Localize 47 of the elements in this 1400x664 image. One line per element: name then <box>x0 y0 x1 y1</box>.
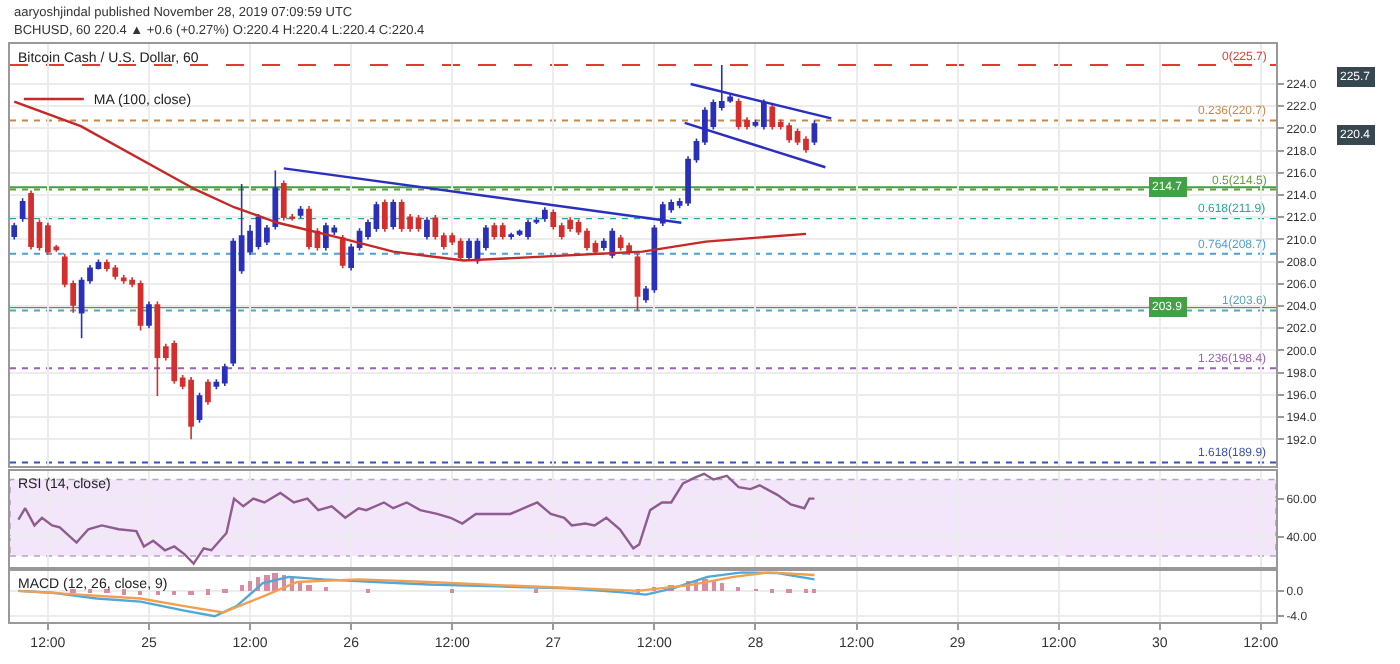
candlestick <box>491 221 498 241</box>
candlestick <box>45 221 51 256</box>
bar <box>248 581 252 592</box>
candlestick <box>381 198 388 233</box>
bar <box>240 585 244 592</box>
candlestick <box>398 198 405 233</box>
candlestick <box>390 198 397 231</box>
candlestick <box>28 189 34 251</box>
candlestick <box>339 234 346 270</box>
line-series <box>17 472 816 565</box>
candlestick <box>457 237 464 262</box>
candlestick <box>727 93 734 104</box>
candlestick <box>466 237 472 262</box>
candlestick <box>221 362 228 387</box>
candlestick <box>171 339 178 385</box>
candlestick <box>567 216 573 233</box>
bar <box>306 585 312 592</box>
candlestick <box>786 122 792 144</box>
candlestick <box>424 216 430 241</box>
candlestick <box>280 179 287 222</box>
candlestick <box>146 300 152 330</box>
candlestick <box>112 264 119 281</box>
candlestick <box>323 221 329 252</box>
bar <box>720 583 724 592</box>
candlestick <box>617 234 624 252</box>
candlestick <box>794 127 801 146</box>
candlestick <box>499 221 506 241</box>
candlestick <box>525 218 531 241</box>
candlestick <box>508 231 515 241</box>
candlestick <box>272 169 279 231</box>
candlestick <box>803 135 809 154</box>
candlestick <box>626 241 632 256</box>
candlestick <box>11 221 18 241</box>
candlestick <box>769 103 776 131</box>
candlestick <box>154 300 161 397</box>
bar <box>206 589 210 596</box>
candlestick <box>104 258 110 273</box>
candlestick <box>205 378 211 406</box>
candlestick <box>188 376 194 441</box>
candlestick <box>550 208 557 231</box>
candlestick <box>609 227 616 260</box>
candlestick <box>584 227 590 252</box>
candlestick <box>120 274 127 285</box>
candlestick <box>306 205 312 251</box>
bar <box>712 581 716 592</box>
candlestick <box>19 197 26 223</box>
bar <box>122 589 126 596</box>
